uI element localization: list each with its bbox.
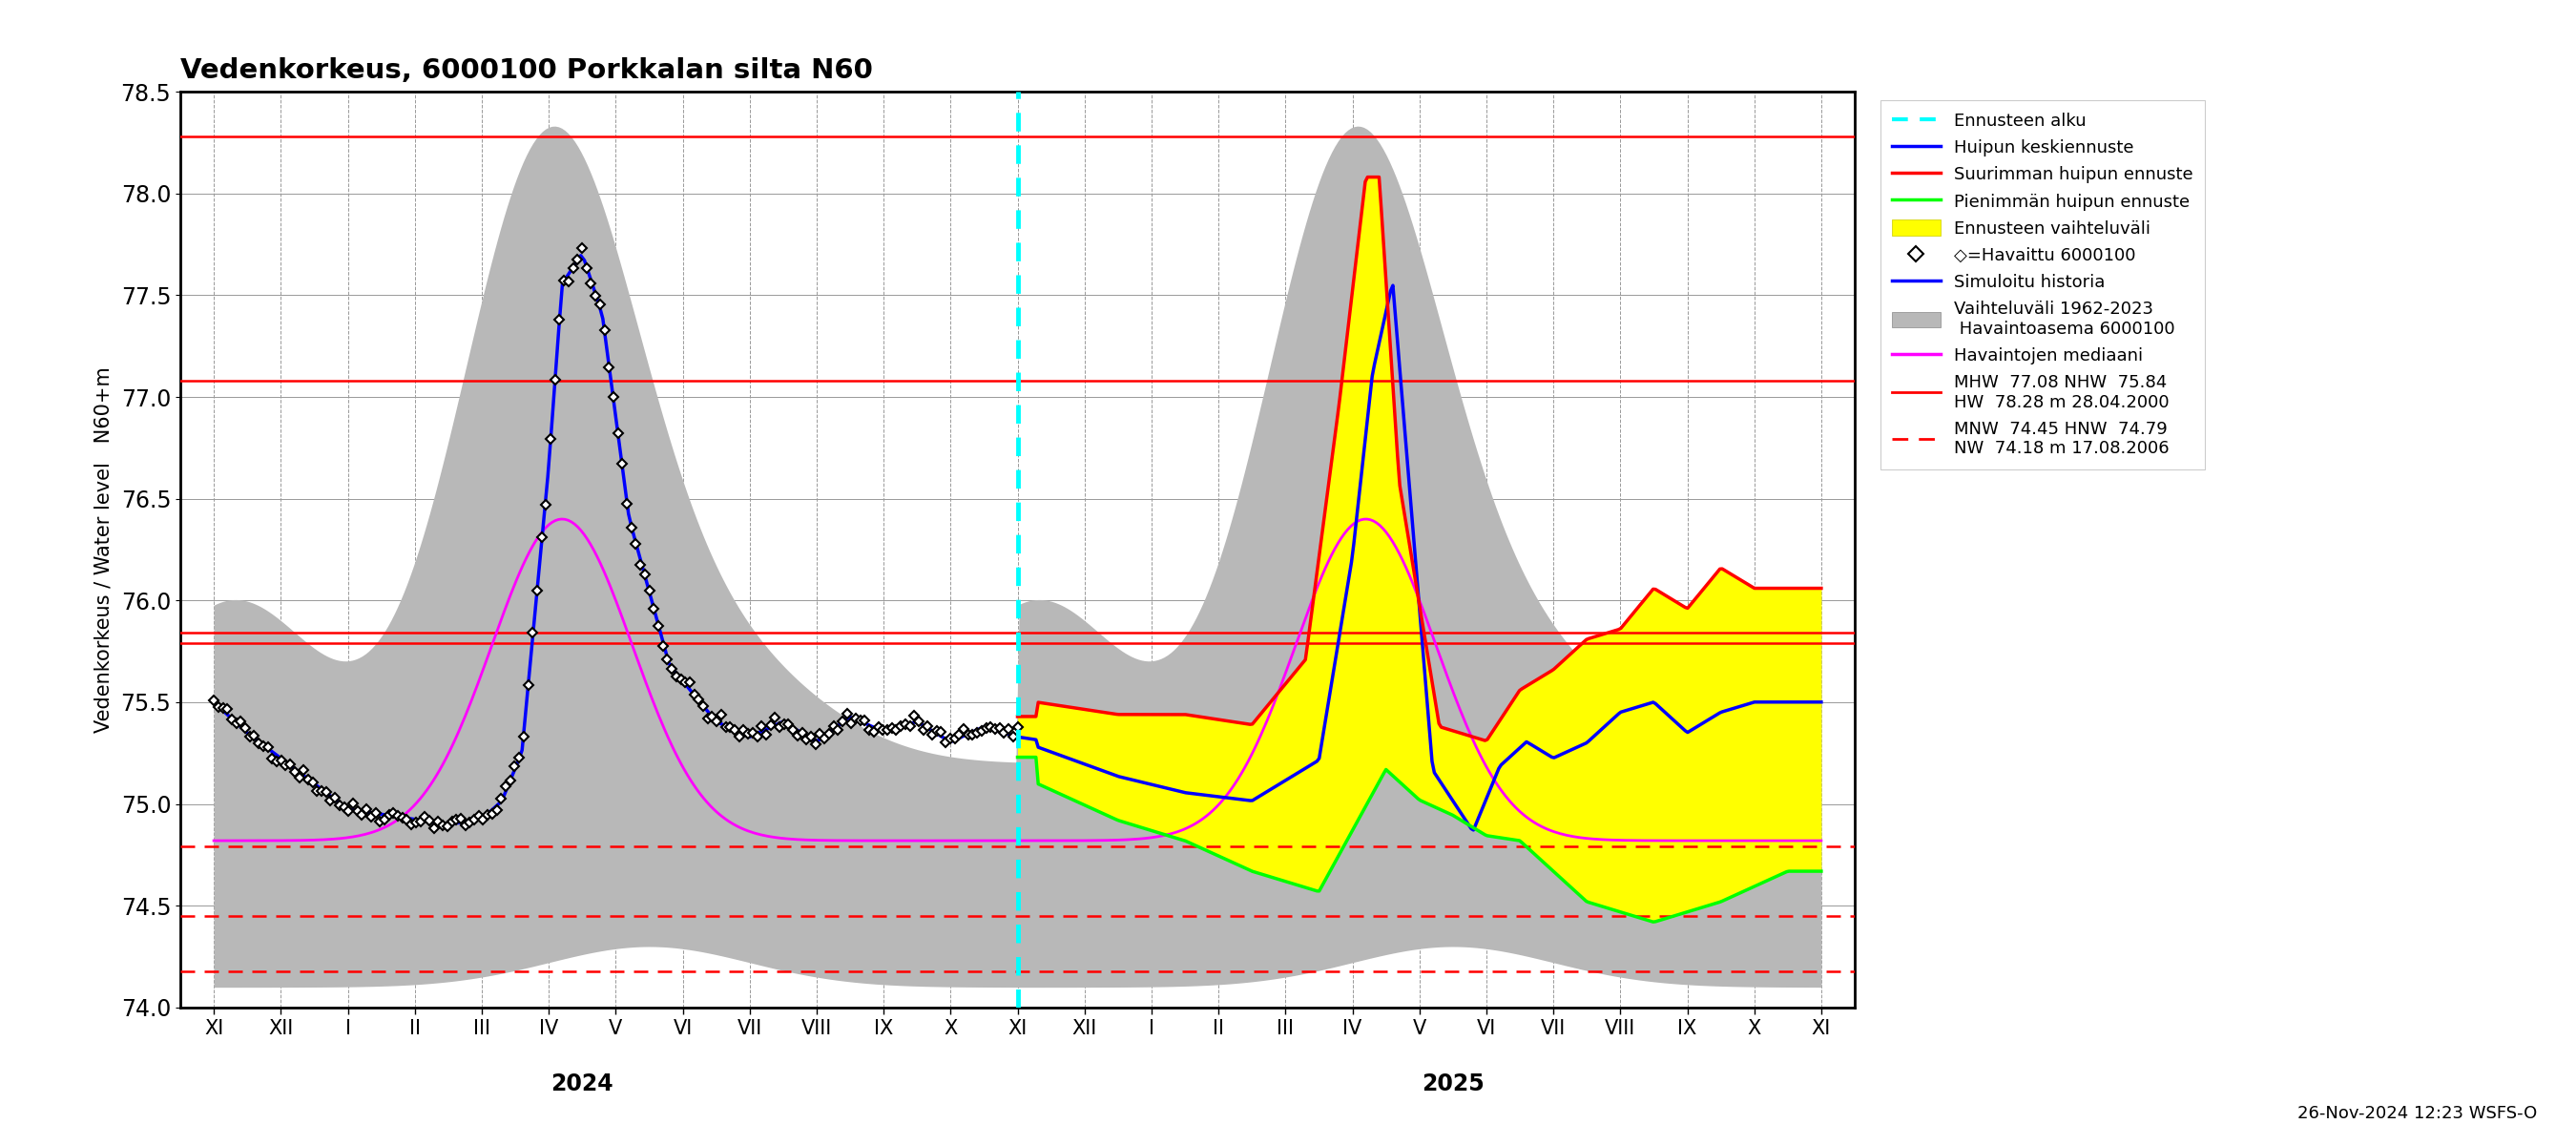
- Text: Vedenkorkeus, 6000100 Porkkalan silta N60: Vedenkorkeus, 6000100 Porkkalan silta N6…: [180, 57, 873, 84]
- Text: 26-Nov-2024 12:23 WSFS-O: 26-Nov-2024 12:23 WSFS-O: [2298, 1105, 2537, 1122]
- Y-axis label: Vedenkorkeus / Water level   N60+m: Vedenkorkeus / Water level N60+m: [93, 366, 113, 733]
- Text: 2024: 2024: [551, 1073, 613, 1096]
- Legend: Ennusteen alku, Huipun keskiennuste, Suurimman huipun ennuste, Pienimmän huipun : Ennusteen alku, Huipun keskiennuste, Suu…: [1880, 101, 2205, 469]
- Text: 2025: 2025: [1422, 1073, 1484, 1096]
